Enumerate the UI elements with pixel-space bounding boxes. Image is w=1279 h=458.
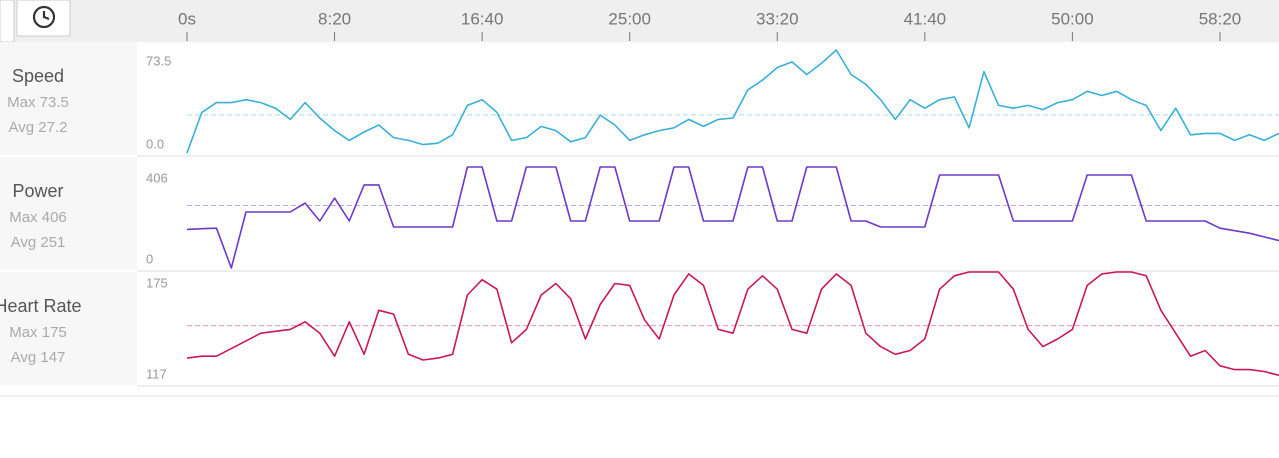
y-tick-label: 406 — [146, 170, 168, 185]
time-header — [0, 0, 1279, 42]
data-line — [186, 49, 1279, 154]
header-tab[interactable] — [0, 0, 15, 43]
x-tick-label: 8:20 — [318, 9, 351, 28]
y-tick-label: 175 — [146, 275, 168, 290]
data-line — [186, 166, 1279, 269]
y-tick-label: 117 — [146, 366, 167, 381]
x-tick-label: 50:00 — [1051, 9, 1094, 28]
metric-max: Max 406 — [9, 209, 67, 226]
metric-avg: Avg 27.2 — [9, 119, 68, 136]
metric-max: Max 175 — [9, 324, 67, 341]
data-line — [186, 271, 1279, 377]
x-tick-label: 0s — [178, 9, 196, 28]
y-tick-label: 73.5 — [146, 53, 171, 68]
x-tick-label: 41:40 — [904, 9, 947, 28]
metric-title: Power — [12, 181, 63, 201]
clock-button[interactable] — [16, 0, 71, 37]
metric-title: Speed — [12, 66, 64, 86]
metric-avg: Avg 147 — [11, 349, 66, 366]
x-tick-label: 16:40 — [461, 9, 504, 28]
metric-max: Max 73.5 — [7, 94, 69, 111]
x-tick-label: 33:20 — [756, 9, 799, 28]
metric-avg: Avg 251 — [11, 234, 66, 251]
metric-title: Heart Rate — [0, 296, 82, 316]
y-tick-label: 0.0 — [146, 136, 164, 151]
label-panel — [0, 272, 137, 385]
label-panel — [0, 42, 137, 155]
x-tick-label: 25:00 — [608, 9, 651, 28]
y-tick-label: 0 — [146, 251, 153, 266]
label-panel — [0, 157, 137, 270]
x-tick-label: 58:20 — [1199, 9, 1242, 28]
